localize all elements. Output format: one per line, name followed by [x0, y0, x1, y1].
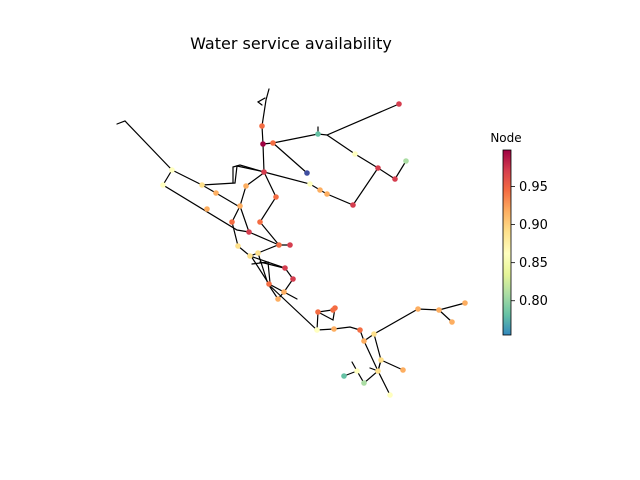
pipe-network	[116, 88, 466, 396]
colorbar: Node 0.80 0.85 0.90 0.95	[490, 131, 548, 336]
colorbar-tick-label: 0.80	[519, 294, 548, 309]
colorbar-gradient	[502, 149, 512, 336]
colorbar-label: Node	[490, 131, 521, 145]
network-nodes	[160, 101, 468, 398]
chart-title: Water service availability	[190, 34, 392, 53]
colorbar-tick-label: 0.85	[519, 256, 548, 271]
colorbar-tick-label: 0.90	[519, 218, 548, 233]
colorbar-ticks: 0.80 0.85 0.90 0.95	[511, 180, 548, 309]
colorbar-tick-label: 0.95	[519, 180, 548, 195]
